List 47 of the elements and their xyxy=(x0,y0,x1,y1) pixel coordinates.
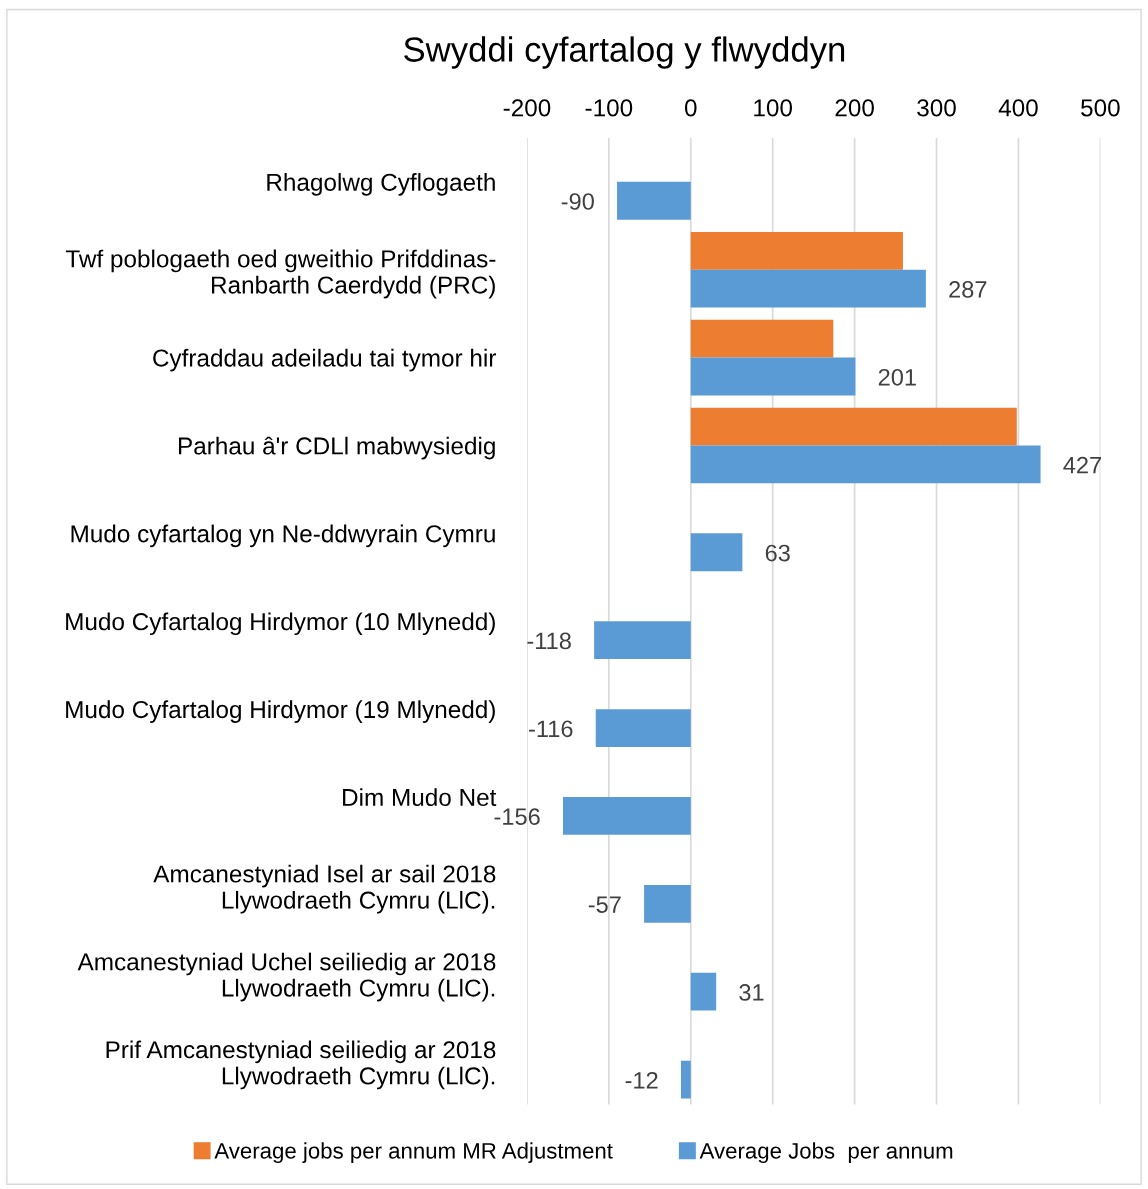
data-label: 287 xyxy=(949,281,987,298)
x-tick-label: 500 xyxy=(1081,99,1120,117)
data-label: -12 xyxy=(625,1071,658,1089)
y-tick-label: Twf poblogaeth oed gweithio Prifddinas- Ranbarth Caerdydd (PRC) xyxy=(65,249,496,299)
bar xyxy=(562,797,691,835)
y-tick-label: Cyfraddau adeiladu tai tymor hir xyxy=(153,348,496,372)
bar xyxy=(690,533,743,572)
bar xyxy=(690,357,856,396)
y-tick-label: Mudo Cyfartalog Hirdymor (19 Mlynedd) xyxy=(66,700,495,723)
y-tick-label: Mudo Cyfartalog Hirdymor (10 Mlynedd) xyxy=(66,612,495,636)
data-label: 427 xyxy=(1063,456,1101,474)
bar xyxy=(617,181,691,220)
data-label: -118 xyxy=(527,632,571,650)
data-label: -57 xyxy=(588,896,621,913)
legend-label: Average Jobs per annum xyxy=(699,1142,953,1164)
data-label: -116 xyxy=(529,720,573,738)
bar xyxy=(690,319,834,358)
y-tick-label: Parhau â'r CDLl mabwysiedig xyxy=(178,436,495,460)
x-tick-label: 100 xyxy=(754,99,793,117)
chart-title: Swyddi cyfartalog y flwyddyn xyxy=(404,36,845,69)
x-tick-label: 200 xyxy=(835,99,874,117)
x-tick-label: -100 xyxy=(585,99,633,117)
y-tick-label: Amcanestyniad Isel ar sail 2018 Llywodraeth Cymru (LlC). xyxy=(153,864,496,914)
y-tick-label: Prif Amcanestyniad seiliedig ar 2018 Llywodraeth Cymru (LlC). xyxy=(106,1040,496,1090)
x-tick-label: 300 xyxy=(917,99,956,117)
bar xyxy=(690,231,903,270)
bar xyxy=(680,1060,691,1099)
bar xyxy=(690,407,1017,446)
x-tick-label: 0 xyxy=(684,99,697,117)
y-tick-label: Mudo cyfartalog yn Ne-ddwyrain Cymru xyxy=(71,524,495,548)
y-tick-label: Rhagolwg Cyflogaeth xyxy=(267,173,495,196)
data-label: 31 xyxy=(739,984,764,1001)
bar xyxy=(594,621,691,660)
legend-label: Average jobs per annum MR Adjustment xyxy=(214,1142,613,1164)
data-label: 63 xyxy=(765,544,790,562)
bar xyxy=(690,972,717,1011)
x-tick-label: 400 xyxy=(998,99,1038,117)
y-tick-label: Amcanestyniad Uchel seiliedig ar 2018 Llywodraeth Cymru (LlC). xyxy=(77,952,496,1002)
bar xyxy=(595,709,691,747)
data-label: -90 xyxy=(561,193,594,210)
bar xyxy=(690,269,926,308)
data-label: 201 xyxy=(878,368,916,386)
data-label: -156 xyxy=(494,808,540,826)
bar xyxy=(690,445,1041,484)
bar xyxy=(644,884,691,923)
x-tick-label: -200 xyxy=(503,99,551,117)
y-tick-label: Dim Mudo Net xyxy=(343,788,497,807)
